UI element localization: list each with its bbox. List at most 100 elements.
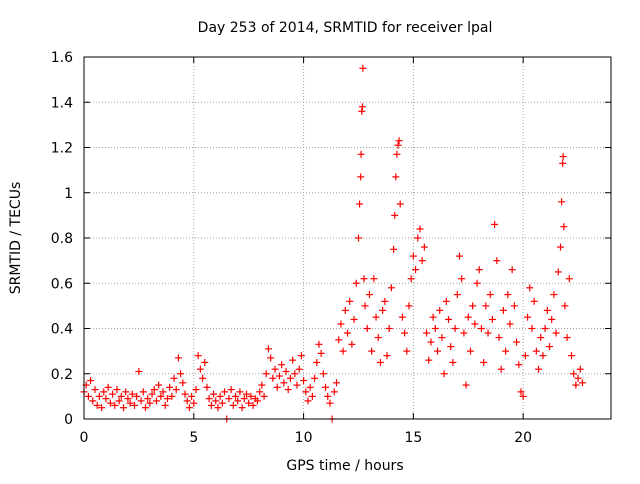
data-point <box>486 291 494 299</box>
data-point <box>405 302 413 310</box>
data-point <box>475 266 483 274</box>
data-point <box>572 381 580 389</box>
tick-labels: 0 5 10 15 20 0 0.2 0.4 0.6 0.8 1 1.2 1.4 1.6 <box>51 50 532 446</box>
data-point <box>232 392 240 400</box>
data-point <box>249 401 257 409</box>
data-point <box>93 401 101 409</box>
data-point <box>427 338 435 346</box>
data-point <box>357 173 365 181</box>
x-tick-label: 5 <box>189 430 198 446</box>
chart-title: Day 253 of 2014, SRMTID for receiver lpa… <box>198 20 493 36</box>
data-point <box>207 401 215 409</box>
data-point <box>381 297 389 305</box>
data-point <box>137 397 145 405</box>
data-point <box>370 275 378 283</box>
data-point <box>488 315 496 323</box>
data-point <box>205 395 213 403</box>
data-point <box>578 379 586 387</box>
data-point <box>133 392 141 400</box>
data-point <box>519 392 527 400</box>
data-point <box>394 141 402 149</box>
data-point <box>493 257 501 265</box>
data-point <box>262 370 270 378</box>
data-point <box>403 347 411 355</box>
data-point <box>144 395 152 403</box>
data-point <box>560 223 568 231</box>
y-axis-label: SRMTID / TECUs <box>8 182 24 295</box>
y-tick-label: 0.8 <box>51 231 73 247</box>
data-point <box>218 399 226 407</box>
data-point <box>278 361 286 369</box>
data-point <box>300 377 308 385</box>
data-point <box>451 325 459 332</box>
data-point <box>537 334 545 342</box>
data-point <box>484 329 492 337</box>
data-point <box>247 392 255 400</box>
data-point <box>548 315 556 323</box>
data-point <box>260 392 268 400</box>
data-point <box>563 334 571 342</box>
data-point <box>497 365 505 373</box>
data-point <box>326 399 334 407</box>
data-point <box>365 291 373 299</box>
data-point <box>297 352 305 360</box>
data-point <box>528 325 536 332</box>
x-tick-label: 20 <box>514 430 532 446</box>
data-point <box>412 266 420 274</box>
data-point <box>431 325 439 332</box>
data-point <box>179 379 187 387</box>
data-point <box>141 404 149 412</box>
data-point <box>229 401 237 409</box>
data-point <box>374 334 382 342</box>
y-tick-label: 1.4 <box>51 95 73 111</box>
data-point <box>438 334 446 342</box>
data-point <box>361 302 369 310</box>
x-tick-label: 10 <box>295 430 313 446</box>
data-point <box>521 352 529 360</box>
data-point <box>576 365 584 373</box>
data-point <box>401 329 409 337</box>
data-point <box>117 392 125 400</box>
data-point <box>477 325 485 332</box>
data-point <box>550 291 558 299</box>
data-point <box>190 399 198 407</box>
data-point <box>393 150 401 158</box>
data-point <box>390 245 398 253</box>
y-tick-label: 0.2 <box>51 367 73 383</box>
data-point <box>416 225 424 233</box>
data-point <box>146 399 154 407</box>
data-point <box>269 374 277 382</box>
data-point <box>561 302 569 310</box>
data-point <box>163 395 171 403</box>
data-point <box>418 257 426 265</box>
data-point <box>253 397 261 405</box>
data-point <box>168 392 176 400</box>
data-point <box>341 306 349 314</box>
data-point <box>203 383 211 391</box>
data-point <box>541 325 549 332</box>
data-point <box>469 302 477 310</box>
data-point <box>157 392 165 400</box>
data-point <box>372 313 380 321</box>
data-point <box>510 302 518 310</box>
data-point <box>396 200 404 208</box>
x-tick-label: 0 <box>80 430 89 446</box>
data-point <box>337 320 345 328</box>
data-point <box>471 320 479 328</box>
data-point <box>238 404 246 412</box>
data-point <box>352 279 360 287</box>
data-point <box>363 325 371 332</box>
data-point <box>256 388 264 396</box>
data-point <box>530 297 538 305</box>
data-point <box>515 361 523 369</box>
data-point <box>109 390 117 398</box>
axis-ticks <box>83 56 611 420</box>
data-point <box>324 392 332 400</box>
data-point <box>115 397 123 405</box>
data-point <box>358 107 366 115</box>
data-point <box>473 279 481 287</box>
data-point <box>385 325 393 332</box>
data-point <box>210 390 218 398</box>
data-point <box>535 365 543 373</box>
